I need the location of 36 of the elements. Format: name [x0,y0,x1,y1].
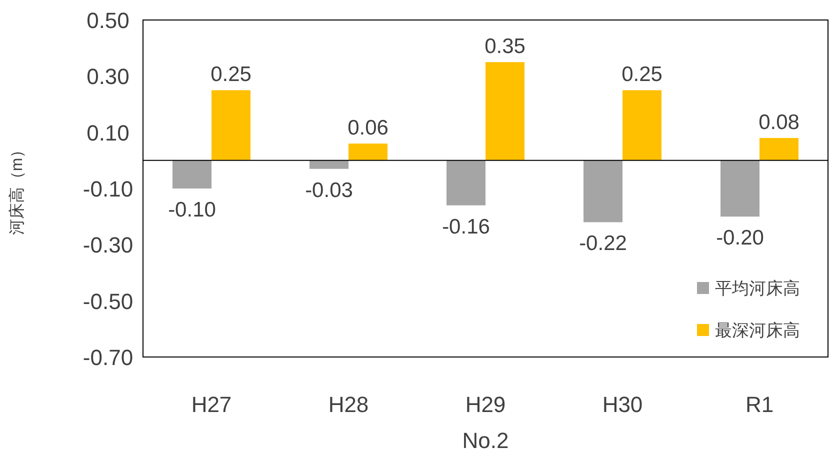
data-label: -0.16 [442,215,490,238]
bar [446,160,486,206]
x-tick-label: H28 [328,392,369,417]
bar [212,90,250,160]
data-label: 0.06 [348,116,388,140]
data-label: -0.03 [305,178,353,202]
data-label: 0.25 [210,63,252,86]
legend-label: 最深河床高 [715,321,800,340]
bar [720,160,760,217]
y-axis-title: 河床高（m） [8,142,26,236]
bar [486,62,524,160]
bar [310,160,348,169]
data-label: -0.10 [168,198,216,222]
data-label: -0.20 [716,226,764,250]
x-tick-label: H29 [465,392,506,417]
x-tick-label: H27 [191,392,232,417]
y-tick-label: -0.70 [82,345,134,370]
bar [622,90,662,160]
x-tick-label: H30 [602,392,643,417]
data-label: -0.22 [579,232,627,256]
legend-label: 平均河床高 [715,279,800,298]
bar [760,138,798,160]
data-label: 0.08 [758,110,800,134]
bar [584,160,622,222]
y-tick-label: -0.10 [82,176,134,202]
x-axis-title: No.2 [462,428,509,453]
y-tick-label: 0.10 [86,120,130,146]
data-label: 0.35 [484,35,526,58]
bar [172,160,212,188]
data-label: 0.25 [622,63,662,86]
x-tick-label: R1 [745,392,774,417]
y-tick-label: 0.30 [86,64,130,90]
y-tick-label: -0.30 [82,232,134,258]
bar [348,144,388,160]
y-tick-label: -0.50 [82,288,134,314]
y-tick-label: 0.50 [86,8,130,33]
